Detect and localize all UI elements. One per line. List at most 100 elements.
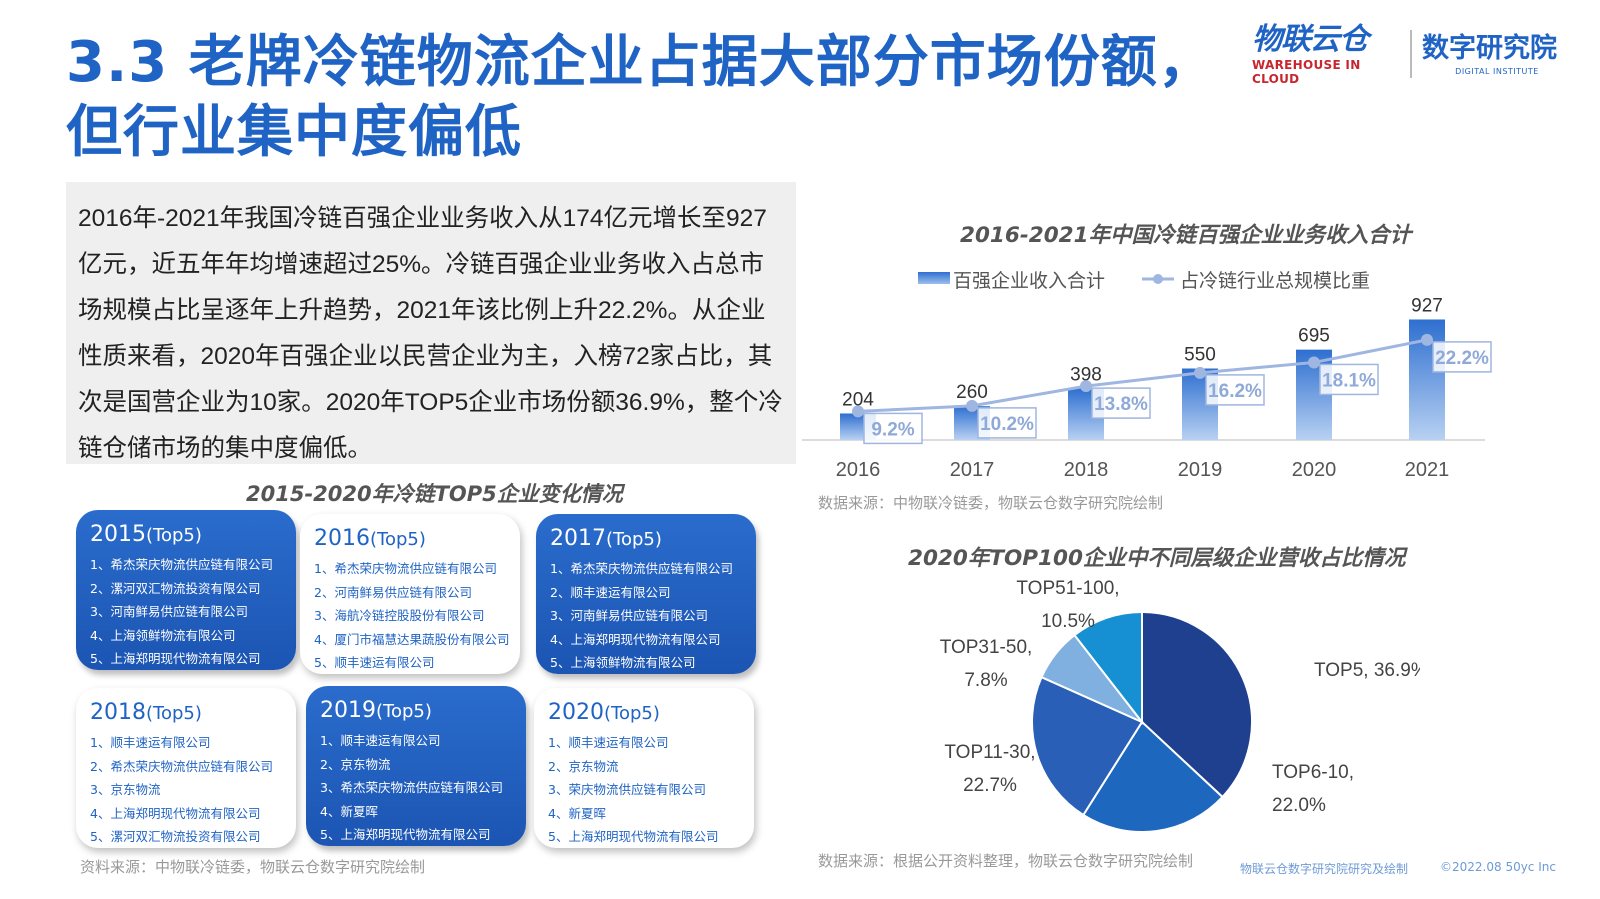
card-company-item: 2、漯河双汇物流投资有限公司 — [90, 580, 261, 596]
logo-divider — [1410, 30, 1412, 78]
x-tick-label-2019: 2019 — [1178, 459, 1223, 481]
card-year: 2015 — [90, 522, 146, 547]
top5-source: 资料来源：中物联冷链委，物联云仓数字研究院绘制 — [80, 858, 426, 876]
card-suffix: (Top5) — [146, 525, 202, 546]
share-label-box-2021 — [1432, 341, 1492, 373]
card-company-list: 1、顺丰速运有限公司 2、希杰荣庆物流供应链有限公司 3、京东物流 4、上海郑明现代物… — [90, 731, 282, 849]
card-suffix: (Top5) — [370, 529, 426, 550]
x-tick-label-2020: 2020 — [1292, 459, 1337, 481]
card-company-item: 3、京东物流 — [90, 782, 161, 797]
card-company-item: 4、新夏晖 — [548, 805, 606, 821]
share-label-box-2018 — [1091, 387, 1151, 419]
card-title: 2019(Top5) — [320, 698, 512, 723]
share-label-box-2020 — [1319, 363, 1379, 396]
card-company-item: 5、顺丰速运有限公司 — [314, 655, 435, 670]
pie-slice-top11-30 — [1031, 675, 1144, 817]
warehouse-in-cloud-logo: 物联云仓 WAREHOUSE IN CLOUD — [1252, 14, 1402, 86]
top5-card-2019: 2019(Top5) 1、顺丰速运有限公司 2、京东物流 3、希杰荣庆物流供应链有限公… — [306, 686, 526, 846]
card-company-item: 5、上海郑明现代物流有限公司 — [320, 827, 491, 842]
bar-value-label-2019: 550 — [1184, 345, 1216, 366]
card-company-item: 3、希杰荣庆物流供应链有限公司 — [320, 780, 503, 795]
page-title: 3.3 老牌冷链物流企业占据大部分市场份额，但行业集中度偏低 — [66, 30, 1215, 165]
share-point-2016 — [852, 405, 864, 418]
bar-value-label-2020: 695 — [1298, 326, 1330, 347]
card-suffix: (Top5) — [146, 703, 202, 724]
card-suffix: (Top5) — [376, 701, 432, 722]
card-company-item: 3、河南鲜易供应链有限公司 — [90, 604, 248, 619]
x-tick-label-2018: 2018 — [1064, 459, 1109, 481]
card-year: 2019 — [320, 698, 376, 723]
pie-label-top11-30: TOP11-30, 22.7% — [944, 742, 1035, 796]
pie-slice-top6-10 — [1081, 720, 1224, 833]
share-label-2017: 10.2% — [980, 414, 1034, 435]
share-label-2018: 13.8% — [1094, 394, 1148, 415]
card-company-item: 1、顺丰速运有限公司 — [548, 735, 669, 750]
logo-sub-text: DIGITAL INSTITUTE — [1455, 67, 1539, 76]
card-company-item: 3、河南鲜易供应链有限公司 — [550, 608, 708, 623]
logo-main-text: 物联云仓 — [1252, 22, 1369, 57]
bar-value-label-2021: 927 — [1411, 295, 1443, 316]
card-company-item: 1、希杰荣庆物流供应链有限公司 — [550, 561, 733, 576]
card-company-item: 1、希杰荣庆物流供应链有限公司 — [314, 561, 497, 576]
card-company-item: 1、顺丰速运有限公司 — [320, 733, 441, 748]
card-company-item: 5、漯河双汇物流投资有限公司 — [90, 829, 261, 844]
card-title: 2020(Top5) — [548, 700, 740, 725]
card-company-list: 1、希杰荣庆物流供应链有限公司 2、河南鲜易供应链有限公司 3、海航冷链控股股份有限… — [314, 557, 510, 675]
bar-chart-source: 数据来源：中物联冷链委，物联云仓数字研究院绘制 — [818, 494, 1164, 512]
card-title: 2017(Top5) — [550, 526, 742, 551]
pie-label-top6-10: TOP6-10, 22.0% — [1272, 762, 1354, 816]
pie-label-top31-50: TOP31-50, 7.8% — [940, 637, 1033, 691]
card-company-item: 4、上海郑明现代物流有限公司 — [90, 805, 261, 821]
share-point-2017 — [966, 399, 978, 412]
legend-line-swatch — [1142, 274, 1174, 284]
top5-card-2015: 2015(Top5) 1、希杰荣庆物流供应链有限公司 2、漯河双汇物流投资有限公司 3… — [76, 510, 296, 670]
card-suffix: (Top5) — [604, 703, 660, 724]
share-label-2019: 16.2% — [1208, 381, 1262, 402]
card-company-item: 4、新夏晖 — [320, 803, 378, 819]
footer-copyright: ©2022.08 50yc Inc — [1440, 860, 1556, 874]
card-year: 2017 — [550, 526, 606, 551]
card-title: 2015(Top5) — [90, 522, 282, 547]
top5-card-2016: 2016(Top5) 1、希杰荣庆物流供应链有限公司 2、河南鲜易供应链有限公司 3、… — [300, 514, 520, 674]
share-point-2021 — [1421, 333, 1433, 346]
share-label-2021: 22.2% — [1435, 348, 1489, 369]
summary-box: 2016年-2021年我国冷链百强企业业务收入从174亿元增长至927亿元，近五… — [66, 182, 796, 464]
bar-chart-title: 2016-2021年中国冷链百强企业业务收入合计 — [960, 223, 1412, 248]
card-company-item: 2、河南鲜易供应链有限公司 — [314, 584, 472, 600]
card-company-item: 2、希杰荣庆物流供应链有限公司 — [90, 758, 273, 774]
card-company-item: 1、顺丰速运有限公司 — [90, 735, 211, 750]
legend-line-label: 占冷链行业总规模比重 — [1180, 270, 1371, 292]
share-label-box-2017 — [977, 407, 1037, 439]
legend-bar-label: 百强企业收入合计 — [953, 270, 1106, 292]
pie-chart-title: 2020年TOP100企业中不同层级企业营收占比情况 — [908, 546, 1406, 571]
card-company-item: 5、上海郑明现代物流有限公司 — [548, 829, 719, 844]
card-year: 2020 — [548, 700, 604, 725]
card-year: 2018 — [90, 700, 146, 725]
top5-card-2018: 2018(Top5) 1、顺丰速运有限公司 2、希杰荣庆物流供应链有限公司 3、京东物… — [76, 688, 296, 848]
bar-value-label-2016: 204 — [842, 389, 874, 410]
card-year: 2016 — [314, 526, 370, 551]
card-company-list: 1、顺丰速运有限公司 2、京东物流 3、希杰荣庆物流供应链有限公司 4、新夏晖 5、上海… — [320, 729, 512, 847]
card-company-item: 2、京东物流 — [548, 758, 619, 774]
digital-institute-logo: 数字研究院 DIGITAL INSTITUTE — [1422, 26, 1572, 76]
card-company-item: 4、厦门市福慧达果蔬股份有限公司 — [314, 631, 510, 647]
card-title: 2018(Top5) — [90, 700, 282, 725]
footer-text: 物联云仓数字研究院研究及绘制 — [1240, 862, 1409, 876]
share-line — [857, 338, 1428, 413]
logo-sub-text: WAREHOUSE IN CLOUD — [1252, 58, 1361, 86]
card-company-list: 1、希杰荣庆物流供应链有限公司 2、顺丰速运有限公司 3、河南鲜易供应链有限公司 4、… — [550, 557, 742, 675]
top5-card-2017: 2017(Top5) 1、希杰荣庆物流供应链有限公司 2、顺丰速运有限公司 3、河南鲜… — [536, 514, 756, 674]
pie-label-top51-100: TOP51-100, 10.5% — [1016, 578, 1119, 632]
card-company-item: 2、京东物流 — [320, 756, 391, 772]
bar-value-label-2018: 398 — [1070, 364, 1102, 385]
pie-label-top5: TOP5, 36.9% — [1314, 660, 1420, 681]
share-point-2019 — [1194, 366, 1206, 379]
share-label-box-2019 — [1205, 374, 1265, 406]
x-tick-label-2017: 2017 — [950, 459, 995, 481]
legend-bar-swatch — [918, 272, 950, 284]
share-point-2018 — [1080, 380, 1092, 393]
card-company-item: 5、上海领鲜物流有限公司 — [550, 655, 696, 670]
pie-slice-top51-100 — [1073, 610, 1143, 725]
card-suffix: (Top5) — [606, 529, 662, 550]
card-company-item: 3、海航冷链控股股份有限公司 — [314, 608, 485, 623]
